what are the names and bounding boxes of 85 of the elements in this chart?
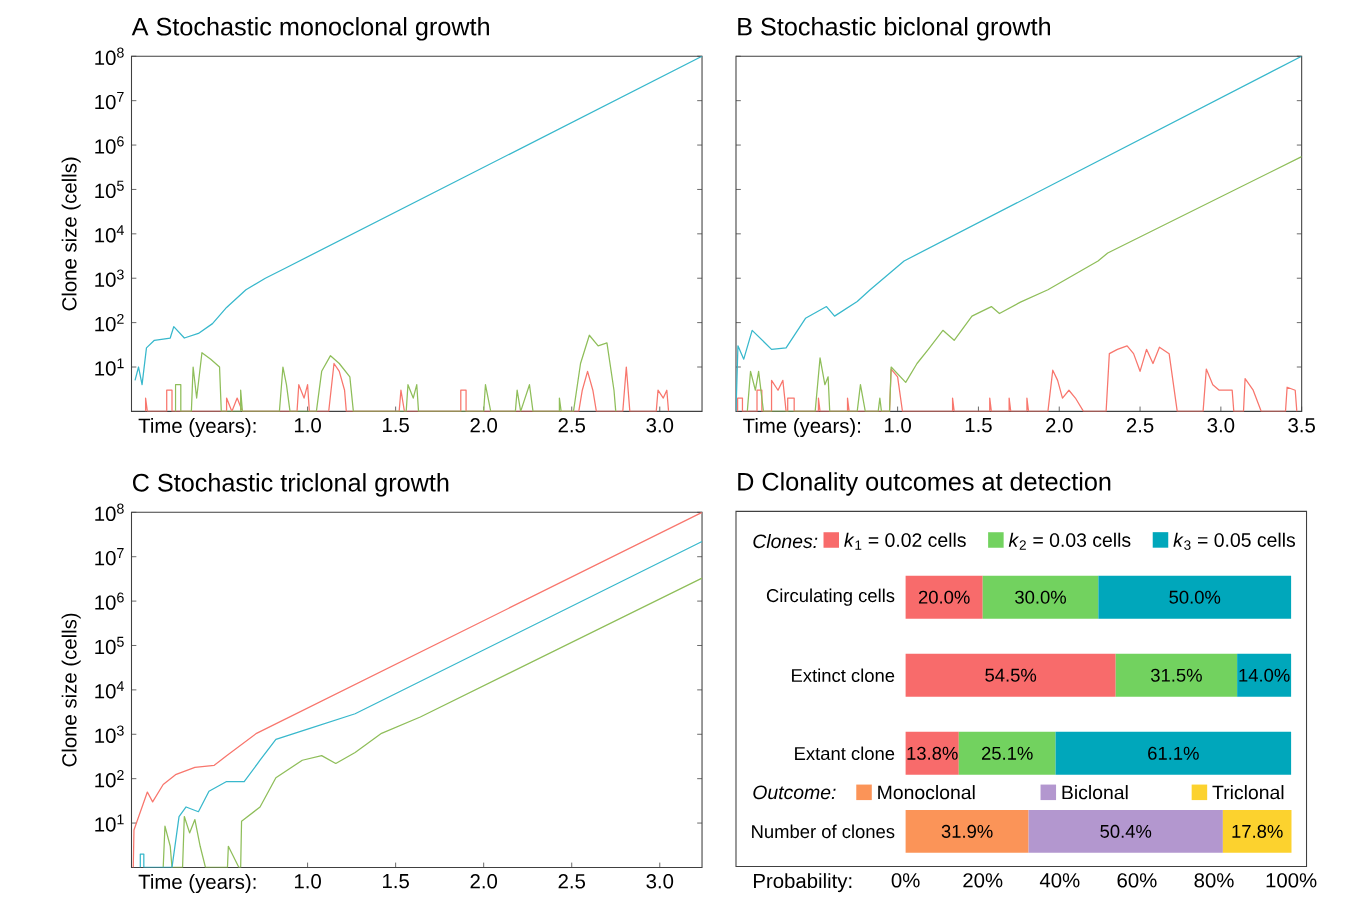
bar — [1098, 575, 1292, 619]
bar — [905, 653, 1116, 697]
bar — [1028, 809, 1223, 853]
x-tick-label: 100% — [1266, 872, 1317, 888]
x-axis-title: Time (years): — [138, 417, 256, 437]
x-axis-title: Time (years): — [743, 417, 861, 437]
x-tick-label: 80% — [1194, 872, 1234, 888]
y-tick-label: 10$^{1}$ — [95, 814, 124, 832]
bar — [958, 731, 1056, 775]
y-tick-label: Extinct clone — [792, 668, 895, 682]
y-tick-label: 10$^{1}$ — [95, 358, 124, 376]
x-tick-label: 60% — [1117, 872, 1157, 888]
data-label: 31.9% — [941, 824, 993, 838]
y-tick-label: 10$^{2}$ — [95, 769, 124, 788]
y-tick-label: 10$^{4}$ — [95, 681, 124, 699]
bar — [905, 575, 983, 619]
y-tick-label: 10$^{2}$ — [95, 313, 124, 332]
annotation: Outcome: — [753, 785, 836, 800]
y-tick-label: 10$^{5}$ — [95, 636, 124, 654]
data-label: 13.8% — [907, 746, 958, 760]
data-label: 14.0% — [1239, 668, 1290, 682]
data-label: 50.0% — [1169, 590, 1221, 604]
y-tick-label: Circulating cells — [766, 588, 895, 606]
data-label: 50.4% — [1100, 824, 1152, 838]
x-tick-label: 2.5 — [558, 417, 586, 433]
data-label: 17.8% — [1232, 824, 1283, 838]
legend-title: Clones: — [753, 533, 818, 548]
legend-label: k$_{2}$ = 0.03 cells — [1008, 532, 1131, 550]
legend-label: k$_{3}$ = 0.05 cells — [1173, 532, 1296, 550]
y-axis-title: Clone size (cells) — [61, 157, 81, 311]
legend-label: Monoclonal — [878, 784, 975, 800]
chart-title: D Clonality outcomes at detection — [738, 471, 1111, 496]
x-tick-label: 1.5 — [965, 417, 992, 433]
bar — [1222, 809, 1292, 853]
x-tick-label: 0% — [891, 872, 920, 888]
x-tick-label: 2.0 — [1046, 417, 1073, 433]
y-tick-label: 10$^{4}$ — [95, 225, 124, 243]
legend-label: Triclonal — [1212, 784, 1284, 800]
y-tick-label: 10$^{3}$ — [95, 725, 124, 743]
y-tick-label: 10$^{6}$ — [95, 136, 124, 154]
data-label: 54.5% — [985, 668, 1037, 682]
y-tick-label: 10$^{7}$ — [95, 91, 124, 110]
x-tick-label: 2.0 — [470, 873, 498, 889]
x-tick-label: 1.0 — [885, 417, 911, 433]
bar — [905, 809, 1029, 853]
x-tick-label: 2.5 — [1126, 417, 1154, 433]
y-tick-label: 10$^{6}$ — [95, 592, 124, 610]
chart-title: C Stochastic triclonal growth — [132, 472, 449, 497]
x-tick-label: 3.0 — [1207, 417, 1235, 433]
x-tick-label: 3.0 — [646, 873, 674, 889]
bar — [905, 731, 959, 775]
legend-label: Biclonal — [1062, 784, 1128, 800]
bar — [1115, 653, 1238, 697]
data-label: 31.5% — [1150, 668, 1202, 682]
y-tick-label: Number of clones — [752, 824, 895, 838]
x-tick-label: 1.0 — [294, 873, 321, 889]
legend-label: k$_{1}$ = 0.02 cells — [844, 532, 966, 550]
x-tick-label: 20% — [963, 872, 1003, 888]
chart-title: B Stochastic biclonal growth — [738, 16, 1050, 41]
x-tick-label: 40% — [1039, 872, 1080, 888]
data-label: 20.0% — [918, 590, 970, 604]
x-tick-label: 2.0 — [470, 417, 498, 433]
chart-title: A Stochastic monoclonal growth — [131, 16, 489, 41]
x-tick-label: 1.0 — [294, 417, 321, 433]
x-tick-label: 1.5 — [383, 873, 409, 889]
y-tick-label: 10$^{5}$ — [95, 180, 124, 198]
y-tick-label: 10$^{3}$ — [95, 269, 124, 287]
data-label: 25.1% — [981, 746, 1033, 760]
line-series — [134, 56, 703, 386]
data-label: 30.0% — [1015, 590, 1067, 604]
x-tick-label: 3.0 — [646, 417, 674, 433]
data-label: 61.1% — [1148, 746, 1199, 760]
y-axis-title: Clone size (cells) — [61, 613, 81, 767]
y-tick-label: 10$^{7}$ — [95, 547, 124, 566]
y-tick-label: Extant clone — [795, 746, 895, 760]
x-tick-label: 1.5 — [383, 417, 409, 433]
y-tick-label: 10$^{8}$ — [95, 47, 124, 65]
x-tick-label: 3.5 — [1288, 417, 1315, 433]
bar — [1055, 731, 1292, 775]
y-tick-label: 10$^{8}$ — [95, 503, 124, 521]
bar — [982, 575, 1099, 619]
x-axis-title: Time (years): — [138, 873, 256, 893]
x-tick-label: 2.5 — [558, 873, 586, 889]
x-axis-title: Probability: — [754, 872, 852, 892]
bar — [1237, 653, 1292, 697]
